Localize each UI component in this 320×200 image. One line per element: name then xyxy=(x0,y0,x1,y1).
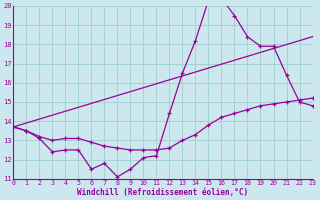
X-axis label: Windchill (Refroidissement éolien,°C): Windchill (Refroidissement éolien,°C) xyxy=(77,188,249,197)
